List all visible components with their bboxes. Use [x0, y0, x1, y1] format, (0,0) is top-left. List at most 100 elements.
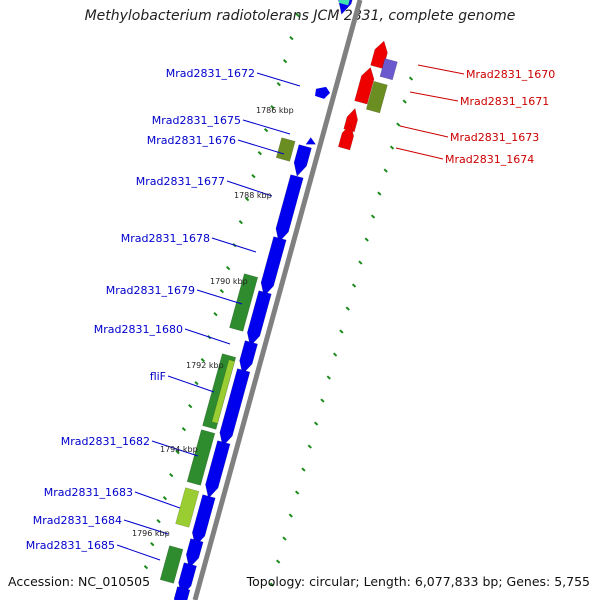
tick-mark: [169, 473, 174, 478]
forward-gene-arrow: [247, 290, 272, 347]
kbp-scale-label: 1792 kbp: [186, 361, 224, 370]
gene-label-left: Mrad2831_1672: [166, 67, 255, 80]
gene-label-left: Mrad2831_1677: [136, 175, 225, 188]
reverse-gene-arrow: [354, 66, 375, 105]
tick-mark: [162, 496, 168, 501]
tick-mark: [389, 145, 395, 150]
tick-mark: [238, 220, 243, 225]
forward-gene-arrow: [173, 586, 191, 600]
gene-label-left: Mrad2831_1680: [94, 323, 183, 336]
tick-mark: [245, 197, 250, 202]
gene-label-right: Mrad2831_1674: [445, 153, 534, 166]
tick-mark: [377, 191, 382, 196]
gene-label-leader: [399, 125, 449, 138]
gene-label-right: Mrad2831_1671: [460, 95, 549, 108]
gene-label-left: Mrad2831_1676: [147, 134, 236, 147]
tick-mark: [270, 105, 275, 110]
tick-mark: [181, 427, 187, 432]
tick-mark: [295, 490, 300, 495]
cds-block: [175, 487, 200, 528]
cds-block: [275, 137, 296, 162]
gene-label-left: Mrad2831_1682: [61, 435, 150, 448]
gene-label-leader: [237, 139, 285, 155]
gene-label-leader: [395, 147, 444, 160]
tick-mark: [326, 375, 331, 380]
tick-mark: [194, 381, 199, 386]
kbp-scale-label: 1790 kbp: [210, 277, 248, 286]
tick-mark: [364, 237, 369, 242]
gene-label-leader: [134, 491, 181, 509]
forward-gene-small: [305, 137, 316, 145]
tick-mark: [143, 565, 149, 570]
gene-label-leader: [196, 289, 243, 305]
gene-label-leader: [123, 519, 169, 535]
cds-block: [186, 429, 216, 486]
reverse-gene-arrow: [337, 123, 354, 151]
tick-mark: [295, 13, 300, 18]
tick-mark: [288, 513, 293, 518]
tick-mark: [332, 352, 338, 357]
reverse-cds-block: [365, 80, 388, 114]
gene-label-right: Mrad2831_1670: [466, 68, 555, 81]
gene-label-left: fliF: [150, 370, 166, 383]
gene-label-leader: [226, 180, 273, 197]
tick-mark: [213, 312, 218, 317]
kbp-scale-label: 1794 kbp: [160, 445, 198, 454]
tick-mark: [345, 306, 350, 311]
kbp-scale-label: 1786 kbp: [256, 106, 294, 115]
tick-mark: [257, 151, 262, 156]
tick-mark: [276, 82, 281, 87]
tick-mark: [402, 99, 407, 104]
forward-gene-arrow: [185, 538, 204, 569]
tick-mark: [383, 168, 388, 173]
cds-block: [159, 545, 184, 584]
tick-mark: [351, 283, 357, 288]
cds-block: [229, 273, 259, 332]
forward-gene-arrow: [293, 144, 312, 177]
tick-mark: [282, 59, 288, 64]
tick-mark: [219, 289, 224, 294]
tick-mark: [269, 582, 274, 587]
tick-mark: [263, 128, 269, 133]
forward-gene-arrow: [260, 236, 287, 297]
tick-mark: [313, 421, 319, 426]
tick-mark: [396, 122, 401, 127]
gene-label-leader: [184, 328, 231, 345]
tick-mark: [282, 536, 287, 541]
tick-mark: [251, 174, 256, 179]
reverse-cds-block: [379, 58, 398, 81]
cds-highlight-block: [211, 359, 236, 424]
kbp-scale-label: 1788 kbp: [234, 191, 272, 200]
tick-mark: [307, 444, 312, 449]
gene-label-leader: [167, 375, 215, 393]
forward-gene-arrow: [275, 174, 304, 243]
gene-label-left: Mrad2831_1685: [26, 539, 115, 552]
forward-gene-arrow: [192, 494, 216, 547]
tick-mark: [320, 398, 325, 403]
forward-gene-arrow: [205, 440, 231, 499]
gene-label-left: Mrad2831_1683: [44, 486, 133, 499]
tick-mark: [150, 542, 155, 547]
kbp-scale-label: 1796 kbp: [132, 529, 170, 538]
tick-mark: [175, 450, 180, 455]
tick-mark: [301, 467, 306, 472]
tick-mark: [188, 404, 193, 409]
tick-mark: [370, 214, 376, 219]
forward-gene-arrow: [219, 368, 251, 447]
gene-label-leader: [242, 119, 291, 135]
gene-label-leader: [417, 64, 465, 75]
forward-gene-arrow: [239, 340, 258, 375]
map-title: Methylobacterium radiotolerans JCM 2831,…: [84, 8, 516, 24]
tick-mark: [156, 519, 161, 524]
tick-mark: [276, 559, 281, 564]
tick-mark: [358, 260, 363, 265]
tick-mark: [408, 76, 414, 81]
gene-label-left: Mrad2831_1675: [152, 114, 241, 127]
tick-mark: [289, 36, 294, 41]
gene-label-leader: [256, 72, 301, 87]
forward-gene-small: [315, 86, 331, 99]
tick-mark: [339, 329, 344, 334]
backbone-line: [192, 0, 363, 600]
gene-label-leader: [211, 237, 257, 253]
